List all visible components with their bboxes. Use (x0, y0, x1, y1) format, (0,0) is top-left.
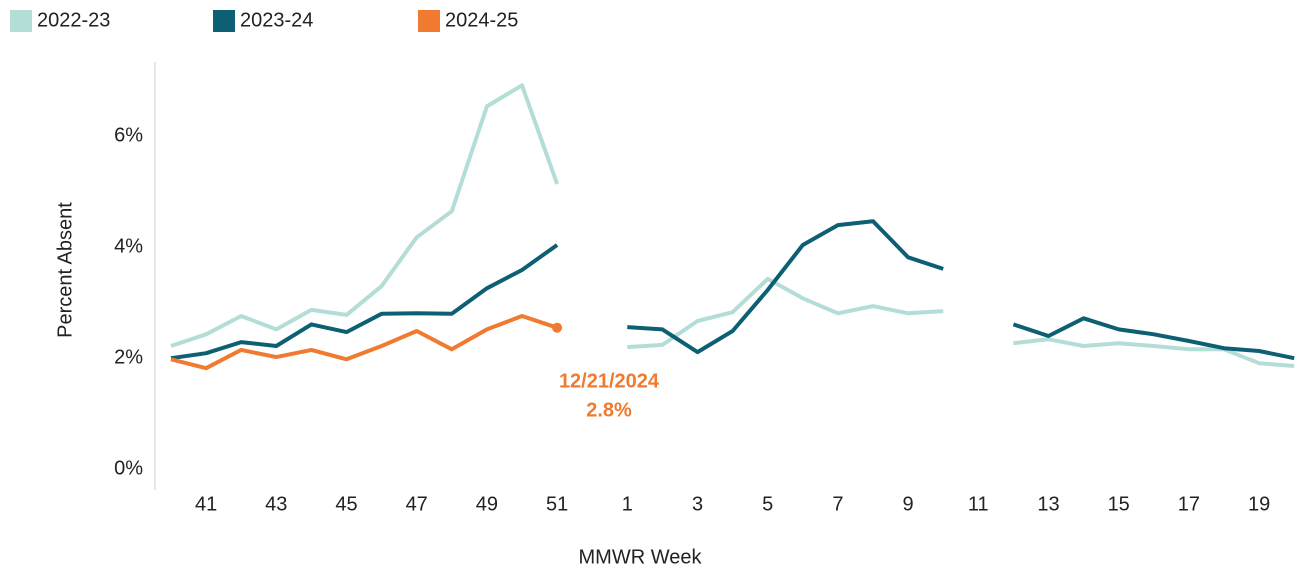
legend-swatch (10, 10, 32, 32)
x-tick-label: 3 (692, 493, 703, 515)
x-tick-label: 45 (335, 493, 357, 515)
x-tick-label: 49 (476, 493, 498, 515)
end-marker (552, 322, 563, 333)
y-axis-label: Percent Absent (54, 202, 76, 338)
x-tick-label: 19 (1248, 493, 1270, 515)
series-line (170, 314, 558, 371)
y-tick-label: 6% (114, 124, 143, 146)
legend-swatch (213, 10, 235, 32)
y-tick-label: 2% (114, 346, 143, 368)
annotation-date: 12/21/2024 (559, 370, 660, 392)
x-tick-label: 1 (622, 493, 633, 515)
x-axis-label: MMWR Week (579, 546, 703, 568)
x-tick-label: 7 (832, 493, 843, 515)
series-line (170, 83, 1295, 368)
x-tick-label: 5 (762, 493, 773, 515)
legend-swatch (418, 10, 440, 32)
legend-label: 2023-24 (240, 9, 313, 31)
x-tick-label: 9 (903, 493, 914, 515)
x-tick-label: 43 (265, 493, 287, 515)
x-tick-label: 17 (1178, 493, 1200, 515)
x-tick-label: 15 (1108, 493, 1130, 515)
x-tick-label: 47 (406, 493, 428, 515)
x-tick-label: 13 (1037, 493, 1059, 515)
y-tick-label: 0% (114, 457, 143, 479)
x-tick-label: 11 (968, 493, 989, 515)
x-tick-label: 51 (546, 493, 568, 515)
annotation-value: 2.8% (586, 399, 632, 421)
y-tick-label: 4% (114, 235, 143, 257)
x-tick-label: 41 (195, 493, 217, 515)
series-line (170, 219, 1295, 361)
legend-label: 2022-23 (37, 9, 110, 31)
legend-label: 2024-25 (445, 9, 518, 31)
